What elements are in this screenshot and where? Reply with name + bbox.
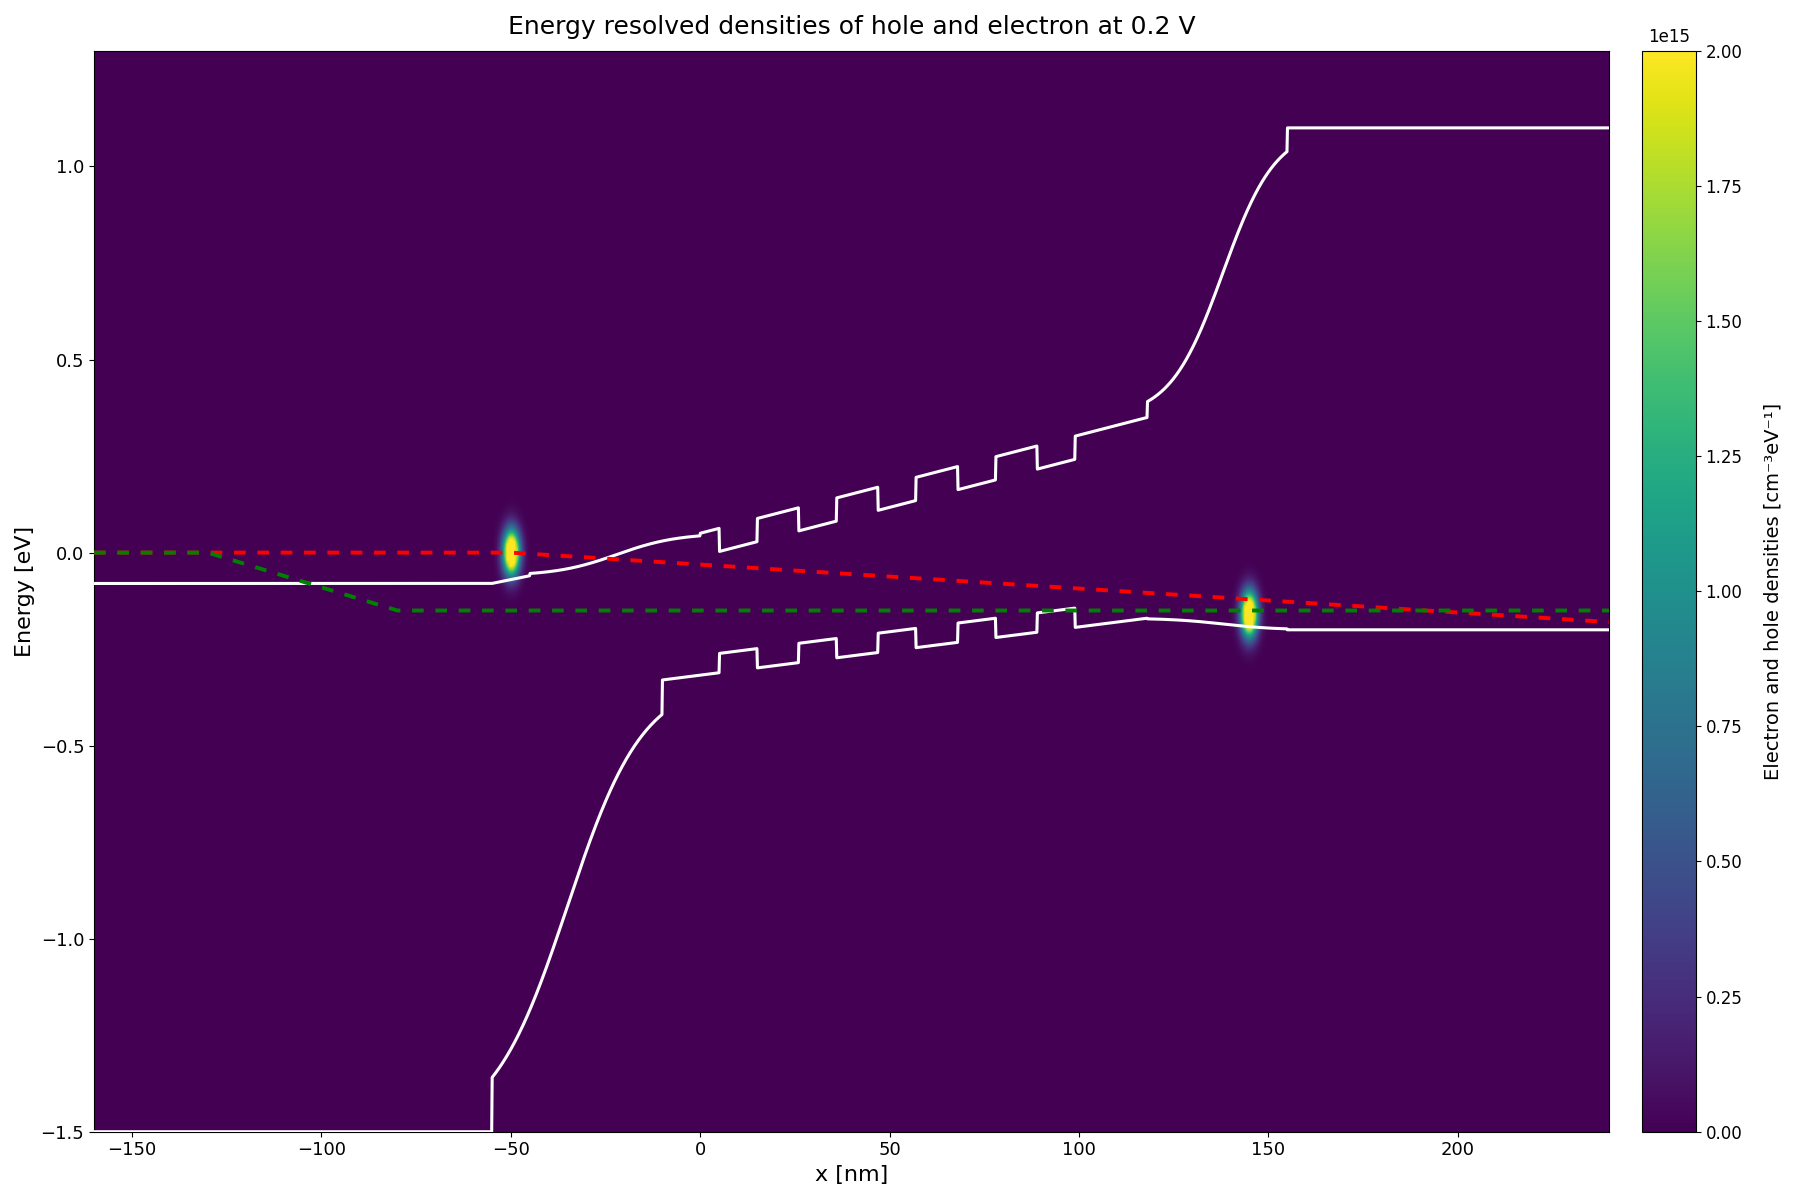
Y-axis label: Energy [eV]: Energy [eV] <box>14 526 34 656</box>
Title: 1e15: 1e15 <box>1647 29 1690 47</box>
X-axis label: x [nm]: x [nm] <box>815 1165 889 1184</box>
Y-axis label: Electron and hole densities [cm⁻³eV⁻¹]: Electron and hole densities [cm⁻³eV⁻¹] <box>1764 403 1782 780</box>
Title: Energy resolved densities of hole and electron at 0.2 V: Energy resolved densities of hole and el… <box>508 14 1195 38</box>
